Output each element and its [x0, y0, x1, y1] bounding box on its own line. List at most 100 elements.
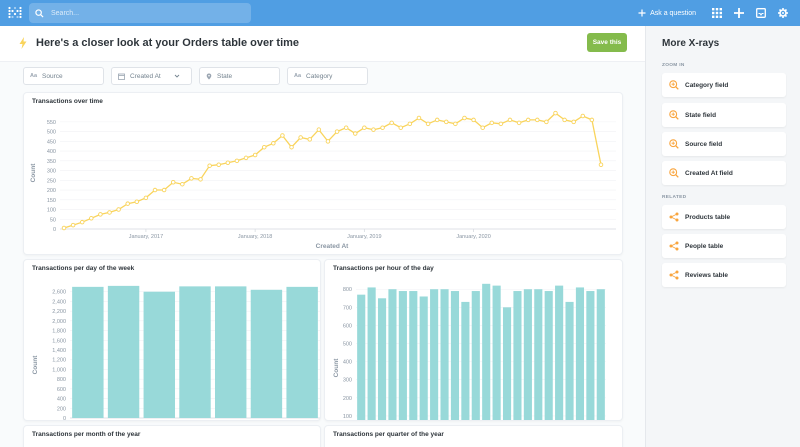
connections-icon [669, 270, 679, 280]
related-heading: RELATED [662, 195, 687, 200]
search-icon [35, 8, 44, 18]
data-point [389, 120, 394, 126]
text-type-icon: Aa [30, 73, 38, 79]
data-point [398, 125, 404, 130]
filter-category[interactable]: Aa Category [287, 67, 368, 85]
activity-button[interactable] [756, 8, 766, 18]
bar [357, 294, 366, 420]
bar [72, 286, 104, 418]
data-point [362, 125, 367, 130]
bar [107, 285, 140, 418]
y-tick-label: 200 [343, 396, 352, 402]
xray-main: Here's a closer look at your Orders tabl… [0, 26, 645, 447]
y-tick-label: 1,400 [52, 348, 66, 354]
y-tick-label: 800 [57, 377, 66, 383]
data-point [271, 141, 276, 146]
data-point [353, 131, 358, 136]
sidebar-item-category-field[interactable]: Category field [662, 73, 786, 97]
data-point [243, 155, 249, 161]
data-point [161, 187, 167, 193]
y-tick-label: 1,200 [52, 358, 66, 364]
bar [367, 287, 376, 420]
bolt-icon [19, 37, 27, 49]
text-type-icon: Aa [294, 73, 302, 79]
data-point [425, 121, 431, 127]
bar [286, 286, 318, 418]
save-button[interactable]: Save this [587, 33, 627, 52]
chart-title: Transactions over time [32, 98, 103, 105]
filter-created-at[interactable]: Created At [111, 67, 192, 85]
y-tick-label: 350 [47, 159, 56, 165]
bar [377, 298, 387, 420]
bar [534, 289, 543, 420]
data-point [180, 181, 185, 187]
data-point [125, 201, 130, 206]
data-point [544, 119, 549, 125]
data-point [98, 212, 103, 217]
data-point [316, 127, 322, 132]
bar-chart-day: 0 200 400 600 800 1,000 1,200 1,400 1,600 1,800 2,… [32, 285, 320, 420]
data-point [562, 117, 567, 123]
xray-sidebar: More X-rays ZOOM IN Category field State… [645, 26, 800, 447]
x-tick-label: January, 2019 [347, 234, 381, 240]
ask-question-button[interactable]: Ask a question [638, 9, 696, 17]
sidebar-item-reviews-table[interactable]: Reviews table [662, 263, 786, 287]
sidebar-item-state-field[interactable]: State field [662, 103, 786, 127]
data-point [489, 120, 495, 126]
ask-question-label: Ask a question [650, 9, 696, 17]
apps-grid-button[interactable] [712, 8, 722, 18]
filter-label: Source [42, 72, 63, 80]
chart-title: Transactions per day of the week [32, 265, 135, 272]
filter-label: Category [306, 72, 333, 80]
data-point [371, 127, 376, 132]
bar [215, 286, 247, 418]
y-tick-label: 50 [50, 217, 56, 223]
data-point [598, 162, 604, 167]
zoom-in-icon [669, 110, 679, 120]
filter-source[interactable]: Aa Source [23, 67, 104, 85]
new-button[interactable] [734, 8, 744, 18]
filter-state[interactable]: State [199, 67, 280, 85]
zoom-in-heading: ZOOM IN [662, 63, 685, 68]
y-tick-label: 1,600 [52, 338, 66, 344]
y-tick-label: 2,600 [52, 290, 66, 296]
data-point [261, 144, 267, 150]
y-tick-label: 400 [343, 360, 352, 366]
settings-button[interactable] [778, 8, 788, 18]
bar [143, 291, 175, 418]
data-point [507, 117, 513, 123]
y-tick-label: 700 [343, 305, 352, 311]
x-tick-label: January, 2018 [238, 234, 272, 240]
bar [250, 289, 283, 418]
sidebar-item-label: Source field [685, 140, 723, 148]
y-tick-label: 400 [47, 149, 56, 155]
bar [544, 291, 553, 420]
data-point [462, 115, 467, 121]
data-point [571, 119, 576, 125]
data-point [535, 117, 540, 123]
bar [388, 289, 397, 420]
sidebar-item-source-field[interactable]: Source field [662, 132, 786, 156]
search-input[interactable]: Search... [29, 3, 251, 23]
y-tick-label: 0 [53, 227, 56, 233]
metabase-logo-icon[interactable] [8, 6, 22, 20]
top-nav: Search... Ask a question [0, 0, 800, 26]
y-tick-label: 2,200 [52, 309, 66, 315]
zoom-in-icon [669, 139, 679, 149]
bar [596, 289, 605, 420]
line-chart: 0 50 100 150 200 250 300 350 400 450 500 550 January… [30, 110, 616, 250]
sidebar-item-label: Category field [685, 81, 729, 89]
bar [565, 301, 574, 420]
bar [482, 283, 491, 420]
sidebar-item-products-table[interactable]: Products table [662, 205, 786, 229]
data-point [325, 139, 331, 144]
filter-label: State [217, 72, 233, 80]
inbox-icon [756, 8, 766, 18]
page-title: Here's a closer look at your Orders tabl… [36, 37, 300, 49]
data-point [589, 117, 595, 123]
bar [575, 287, 585, 420]
sidebar-item-people-table[interactable]: People table [662, 234, 786, 258]
data-point [79, 219, 85, 225]
bar [471, 291, 480, 420]
sidebar-item-created-at-field[interactable]: Created At field [662, 161, 786, 185]
